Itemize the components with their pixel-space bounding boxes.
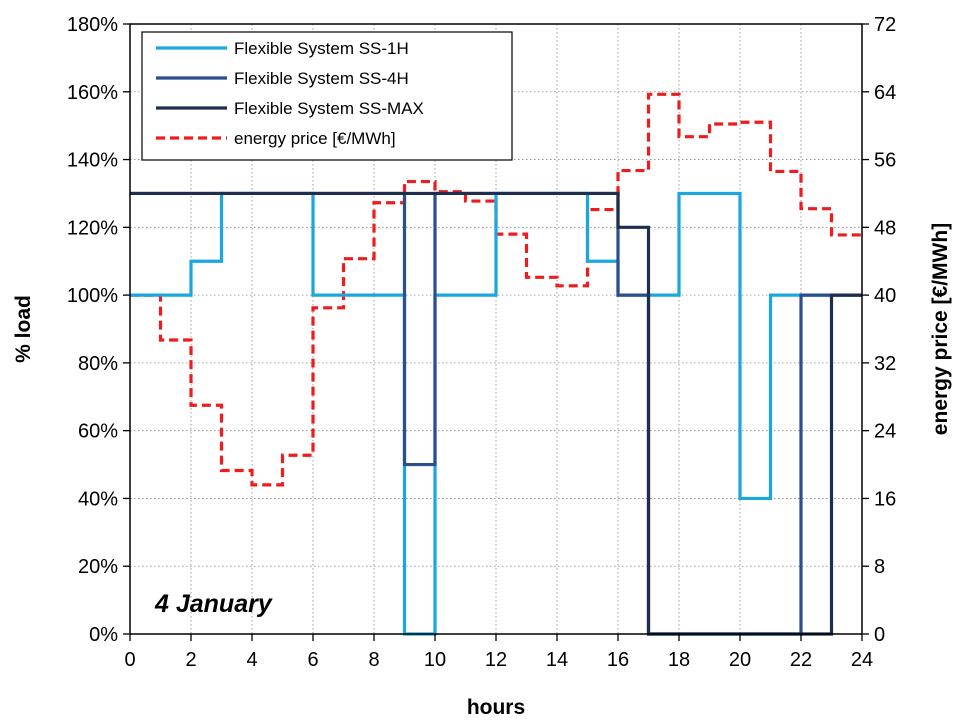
x-tick-label: 6	[307, 649, 318, 671]
y-tick-label: 160%	[67, 82, 118, 104]
x-tick-label: 10	[424, 649, 446, 671]
legend-label: Flexible System SS-4H	[234, 69, 409, 88]
legend-label: energy price [€/MWh]	[234, 129, 396, 148]
y2-tick-label: 72	[874, 14, 896, 36]
legend-label: Flexible System SS-1H	[234, 39, 409, 58]
y2-tick-label: 56	[874, 150, 896, 172]
x-tick-label: 8	[368, 649, 379, 671]
x-tick-label: 24	[851, 649, 873, 671]
y-tick-label: 140%	[67, 150, 118, 172]
x-tick-label: 22	[790, 649, 812, 671]
y2-tick-label: 24	[874, 421, 896, 443]
y2-tick-label: 8	[874, 556, 885, 578]
y-tick-label: 40%	[78, 488, 118, 510]
y-tick-label: 60%	[78, 421, 118, 443]
series-line-flexible-system-ss-1h	[130, 191, 862, 636]
x-tick-label: 16	[607, 649, 629, 671]
series-line-energy-price-mwh	[130, 92, 862, 487]
x-tick-label: 14	[546, 649, 568, 671]
tick-labels: 0 2 4 6 8 10 12 14 16 18 20 22 240%20%40%60%80%100%1…	[67, 14, 896, 671]
y2-tick-label: 16	[874, 488, 896, 510]
y2-tick-label: 48	[874, 217, 896, 239]
y-tick-label: 180%	[67, 14, 118, 36]
x-tick-label: 4	[246, 649, 257, 671]
y-tick-label: 100%	[67, 285, 118, 307]
y2-tick-label: 0	[874, 624, 885, 646]
x-tick-label: 12	[485, 649, 507, 671]
x-axis-title: hours	[467, 696, 525, 719]
y-axis-title: % load	[12, 295, 35, 363]
x-tick-label: 0	[124, 649, 135, 671]
y2-tick-label: 32	[874, 353, 896, 375]
legend-label: Flexible System SS-MAX	[234, 99, 424, 118]
x-tick-label: 2	[185, 649, 196, 671]
y2-axis-title: energy price [€/MWh]	[929, 223, 952, 435]
y2-tick-label: 40	[874, 285, 896, 307]
x-tick-label: 20	[729, 649, 751, 671]
y-tick-label: 0%	[89, 624, 118, 646]
x-tick-label: 18	[668, 649, 690, 671]
legend: Flexible System SS-1H Flexible System SS-…	[141, 31, 513, 161]
ticks	[123, 23, 869, 641]
y-tick-label: 80%	[78, 353, 118, 375]
date-annotation: 4 January	[154, 590, 273, 618]
y-tick-label: 120%	[67, 217, 118, 239]
y2-tick-label: 64	[874, 82, 896, 104]
y-tick-label: 20%	[78, 556, 118, 578]
